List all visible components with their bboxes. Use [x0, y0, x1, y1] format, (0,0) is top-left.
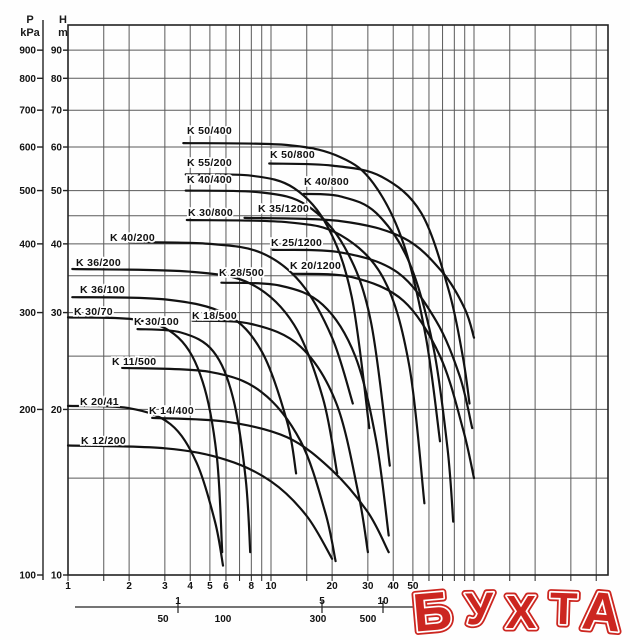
watermark-letter-0: Б	[410, 580, 454, 640]
secondary-upper-label-5: 5	[319, 596, 325, 607]
watermark-letter-outline-4: А	[580, 580, 624, 640]
curve-label-K-14-400: K 14/400	[149, 405, 194, 417]
curve-K-14-400	[151, 416, 390, 554]
tick-label-p-100: 100	[19, 571, 36, 582]
curve-label-K-20-1200: K 20/1200	[290, 260, 341, 272]
curve-K-20-1200	[291, 272, 476, 480]
tick-label-p-600: 600	[19, 143, 36, 154]
curve-label-K-36-100: K 36/100	[80, 284, 125, 296]
tick-label-h-40: 40	[51, 239, 63, 250]
curve-K-40-400	[184, 189, 391, 467]
tick-label-x-40: 40	[388, 581, 400, 592]
curve-label-K-11-500: K 11/500	[112, 356, 156, 368]
curve-K-20-41	[66, 404, 225, 567]
watermark-letter-2: Х	[506, 586, 537, 638]
curve-K-55-200	[184, 173, 371, 430]
curve-label-K-28-500: K 28/500	[219, 267, 264, 279]
tick-label-x-1: 1	[65, 581, 71, 592]
curve-K-11-500	[121, 366, 337, 563]
tick-label-x-50: 50	[407, 581, 419, 592]
plot-frame	[67, 24, 609, 576]
secondary-lower-label-300: 300	[310, 614, 327, 625]
tick-label-h-30: 30	[51, 308, 63, 319]
curve-K-30-100	[136, 328, 252, 554]
curve-K-30-70	[66, 316, 224, 554]
secondary-upper-label-10: 10	[377, 596, 389, 607]
curve-label-K-30-100: K 30/100	[134, 316, 179, 328]
watermark-letter-1: У	[465, 583, 496, 635]
secondary-lower-label-50: 50	[157, 614, 169, 625]
tick-label-h-80: 80	[51, 74, 63, 85]
tick-label-h-60: 60	[51, 143, 63, 154]
tick-label-p-200: 200	[19, 405, 36, 416]
watermark-letter-outline-2: Х	[506, 586, 537, 638]
curve-K-40-200	[128, 241, 354, 405]
curve-K-28-500	[220, 281, 390, 537]
curve-K-12-200	[66, 444, 334, 560]
tick-label-x-8: 8	[249, 581, 255, 592]
curve-label-K-55-200: K 55/200	[187, 157, 232, 169]
tick-label-x-10: 10	[265, 581, 277, 592]
watermark-letter-outline-0: Б	[410, 580, 454, 640]
tick-label-x-20: 20	[327, 581, 339, 592]
tick-label-h-90: 90	[51, 46, 63, 57]
curve-label-K-30-800: K 30/800	[188, 207, 233, 219]
tick-label-h-10: 10	[51, 571, 63, 582]
tick-label-p-800: 800	[19, 74, 36, 85]
curve-label-K-36-200: K 36/200	[76, 257, 121, 269]
curve-label-K-40-800: K 40/800	[304, 176, 349, 188]
curve-label-K-40-200: K 40/200	[110, 232, 155, 244]
curve-K-25-1200	[271, 248, 474, 430]
curve-label-K-50-400: K 50/400	[187, 125, 232, 137]
curve-K-36-100	[71, 296, 298, 475]
tick-label-p-400: 400	[19, 239, 36, 250]
curve-K-35-1200	[243, 216, 476, 339]
tick-label-p-700: 700	[19, 106, 36, 117]
tick-label-p-300: 300	[19, 308, 36, 319]
curve-label-K-40-400: K 40/400	[187, 174, 232, 186]
curve-label-K-12-200: K 12/200	[81, 435, 126, 447]
tick-label-h-70: 70	[51, 106, 63, 117]
watermark-letter-outline-3: Т	[549, 583, 578, 635]
curve-K-50-400	[182, 142, 442, 443]
curve-K-40-800	[302, 192, 455, 523]
curve-K-36-200	[71, 267, 339, 475]
watermark-letter-3: Т	[549, 583, 578, 635]
tick-label-p-900: 900	[19, 46, 36, 57]
curve-K-30-800	[185, 218, 426, 505]
curve-label-K-50-800: K 50/800	[270, 149, 315, 161]
tick-label-h-50: 50	[51, 186, 63, 197]
secondary-upper-label-1: 1	[175, 596, 181, 607]
watermark-letter-4: А	[580, 580, 624, 640]
tick-label-p-500: 500	[19, 186, 36, 197]
secondary-lower-label-100: 100	[215, 614, 232, 625]
tick-label-x-6: 6	[223, 581, 229, 592]
curve-label-K-25-1200: K 25/1200	[271, 237, 322, 249]
curve-K-18-500	[191, 319, 369, 554]
tick-label-x-5: 5	[207, 581, 213, 592]
curve-label-K-18-500: K 18/500	[192, 310, 237, 322]
tick-label-x-2: 2	[126, 581, 132, 592]
tick-label-x-30: 30	[362, 581, 374, 592]
tick-label-x-4: 4	[187, 581, 193, 592]
watermark-letter-outline-1: У	[465, 583, 496, 635]
curve-label-K-20-41: K 20/41	[80, 396, 119, 408]
tick-label-x-3: 3	[162, 581, 168, 592]
curve-label-K-30-70: K 30/70	[74, 306, 113, 318]
secondary-lower-label-500: 500	[360, 614, 377, 625]
curve-K-50-800	[268, 162, 471, 405]
tick-label-h-20: 20	[51, 405, 63, 416]
curve-label-K-35-1200: K 35/1200	[258, 203, 309, 215]
